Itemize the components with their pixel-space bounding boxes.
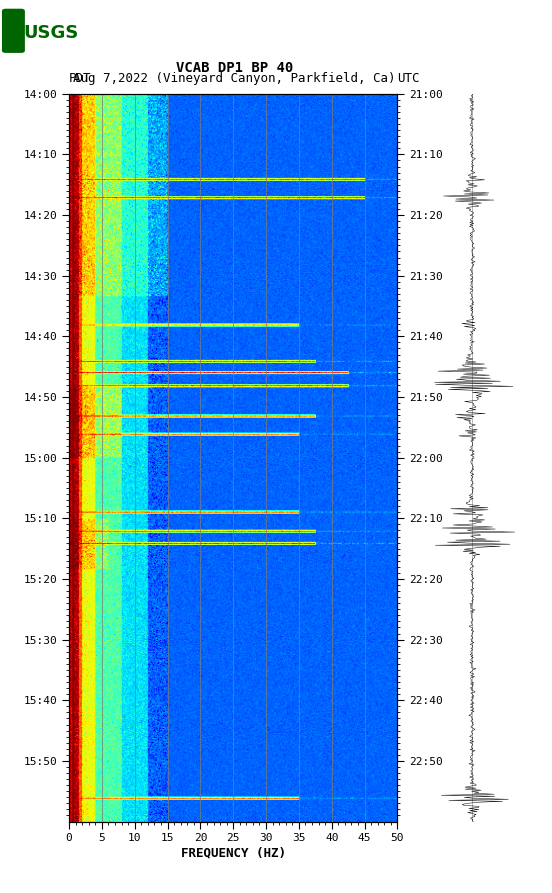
Text: UTC: UTC [397,71,420,85]
FancyBboxPatch shape [2,9,25,53]
Text: Aug 7,2022 (Vineyard Canyon, Parkfield, Ca): Aug 7,2022 (Vineyard Canyon, Parkfield, … [73,71,396,85]
Text: VCAB DP1 BP 40: VCAB DP1 BP 40 [176,61,293,75]
X-axis label: FREQUENCY (HZ): FREQUENCY (HZ) [181,847,286,859]
Text: PDT: PDT [69,71,92,85]
Text: USGS: USGS [23,24,79,42]
